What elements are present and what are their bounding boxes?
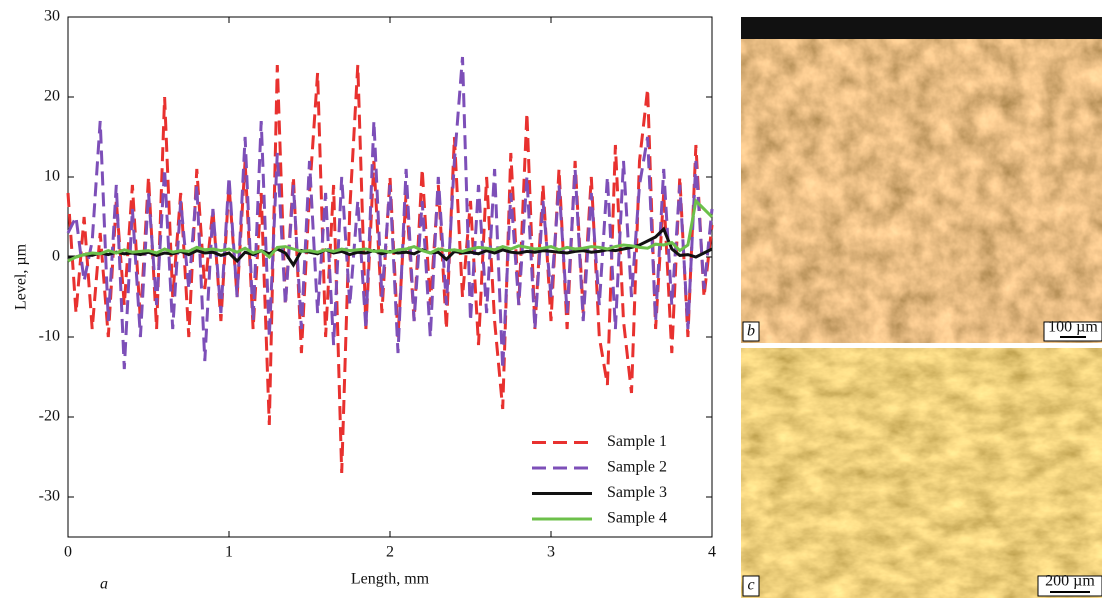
panel-label: a [100, 576, 108, 593]
y-tick-label: 30 [44, 8, 60, 25]
panel-label: b [747, 323, 755, 340]
panel-label-box [742, 575, 760, 597]
x-tick-label: 1 [225, 544, 233, 561]
panel-label-box [742, 321, 760, 342]
y-tick-label: -20 [39, 408, 60, 425]
series-line [66, 64, 714, 474]
x-tick-label: 3 [547, 544, 555, 561]
x-tick-label: 2 [386, 544, 394, 561]
micrograph-c [741, 348, 1102, 598]
micrograph-b [741, 17, 1102, 343]
x-axis-label: Length, mm [351, 571, 430, 588]
series-line [67, 197, 714, 263]
legend-label: Sample 3 [607, 484, 667, 501]
legend-label: Sample 1 [607, 433, 667, 450]
y-tick-label: 10 [44, 168, 60, 185]
legend-label: Sample 4 [607, 510, 667, 527]
y-tick-label: 20 [44, 88, 60, 105]
y-tick-label: -30 [39, 488, 60, 505]
y-axis-label: Level, µm [13, 243, 30, 310]
y-tick-label: 0 [52, 248, 60, 265]
y-tick-label: -10 [39, 328, 60, 345]
series-line [66, 56, 714, 370]
panel-label: c [747, 577, 754, 594]
x-tick-label: 0 [64, 544, 72, 561]
micrograph-edge [741, 17, 1102, 39]
legend-label: Sample 2 [607, 459, 667, 476]
x-tick-label: 4 [708, 544, 716, 561]
scale-box [1043, 321, 1102, 342]
scale-label: 200 µm [1045, 573, 1095, 590]
scale-label: 100 µm [1048, 319, 1098, 336]
